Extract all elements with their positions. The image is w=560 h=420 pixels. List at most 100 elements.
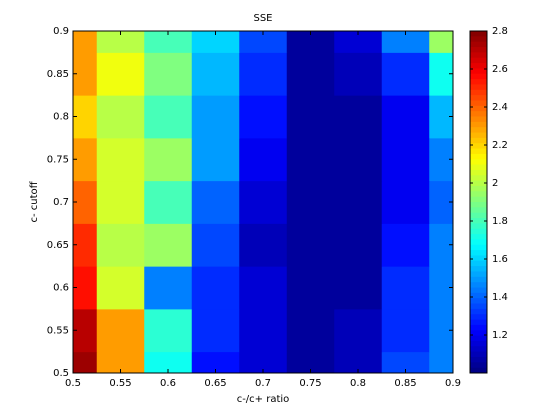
colorbar-swatch [470,330,487,337]
colorbar-swatch [470,127,487,134]
contour-cell [286,266,335,310]
colorbar-swatch [470,276,487,283]
contour-cell [239,308,288,353]
colorbar-tick-label: 2.6 [492,64,508,75]
x-tick-label: 0.85 [394,378,416,389]
y-tick-label: 0.6 [53,283,69,294]
x-tick-label: 0.7 [255,378,271,389]
contour-cell [334,308,383,353]
chart-title: SSE [253,13,272,24]
colorbar-swatch [470,314,487,321]
colorbar-swatch [470,89,487,96]
contour-cell [334,351,383,373]
colorbar-tick-label: 1.8 [492,216,508,227]
colorbar-swatch [470,143,487,150]
contour-cell [144,180,193,224]
contour-cell [73,308,98,353]
y-tick-label: 0.75 [47,154,69,165]
colorbar-swatch [470,148,487,155]
colorbar-swatch [470,121,487,128]
colorbar-swatch [470,175,487,182]
x-tick-label: 0.8 [350,378,366,389]
contour-cell [429,137,453,182]
contour-cell [429,52,453,96]
contour-cell [73,180,98,224]
contour-cell [429,223,453,267]
colorbar-swatch [470,185,487,192]
colorbar-swatch [470,164,487,171]
x-tick-label: 0.5 [65,378,81,389]
colorbar-swatch [470,346,487,353]
contour-cell [429,180,453,224]
colorbar-swatch [470,239,487,246]
colorbar-swatch [470,319,487,326]
contour-cell [429,266,453,310]
contour-cell [144,95,193,139]
colorbar-swatch [470,292,487,299]
colorbar-swatch [470,84,487,91]
contour-cell [381,180,430,224]
y-tick-label: 0.9 [53,26,69,37]
contour-cell [239,95,288,139]
colorbar-swatch [470,57,487,64]
colorbar-tick-label: 1.2 [492,330,508,341]
contour-cell [73,137,98,182]
colorbar-swatch [470,153,487,160]
contour-cell [144,137,193,182]
contour-cell [191,266,240,310]
colorbar-swatch [470,340,487,347]
contour-cell [334,31,383,53]
contour-cell [286,223,335,267]
contour-cell [191,137,240,182]
y-tick-label: 0.85 [47,69,69,80]
contour-cell [96,137,145,182]
contour-cell [286,31,335,53]
contour-cell [429,31,453,53]
contour-cell [96,266,145,310]
colorbar-swatch [470,356,487,363]
colorbar-tick-label: 2.2 [492,140,508,151]
colorbar-swatch [470,73,487,80]
colorbar-swatch [470,52,487,59]
colorbar-frame [469,30,488,374]
y-tick-label: 0.55 [47,325,69,336]
contour-cell [239,266,288,310]
contour-cell [144,266,193,310]
colorbar-swatch [470,132,487,139]
colorbar-swatch [470,260,487,267]
contour-cell [286,351,335,373]
contour-cell [239,351,288,373]
colorbar-swatch [470,282,487,288]
contour-cell [381,223,430,267]
colorbar-swatch [470,95,487,101]
contour-cell [381,95,430,139]
colorbar-tick-label: 1.6 [492,254,508,265]
contour-cell [239,223,288,267]
contour-cell [144,223,193,267]
colorbar-swatch [470,266,487,272]
contour-cell [96,31,145,53]
contour-cell [239,31,288,53]
colorbar-swatch [470,68,487,75]
colorbar-swatch [470,116,487,123]
colorbar-swatch [470,191,487,198]
contour-cell [334,180,383,224]
contour-cell [144,308,193,353]
contour-cell [144,52,193,96]
contour-cell [381,52,430,96]
x-tick-label: 0.55 [109,378,131,389]
y-tick-label: 0.7 [53,197,69,208]
x-tick-label: 0.75 [299,378,321,389]
colorbar-swatch [470,169,487,176]
colorbar-swatch [470,271,487,278]
colorbar-swatch [470,298,487,305]
colorbar-tick-label: 2 [492,178,498,189]
contour-cell [96,52,145,96]
contour-cell [239,137,288,182]
colorbar-swatch [470,180,487,187]
contour-cell [381,266,430,310]
y-tick-label: 0.5 [53,368,69,379]
colorbar-swatch [470,244,487,251]
contour-cell [381,308,430,353]
colorbar-swatch [470,223,487,230]
